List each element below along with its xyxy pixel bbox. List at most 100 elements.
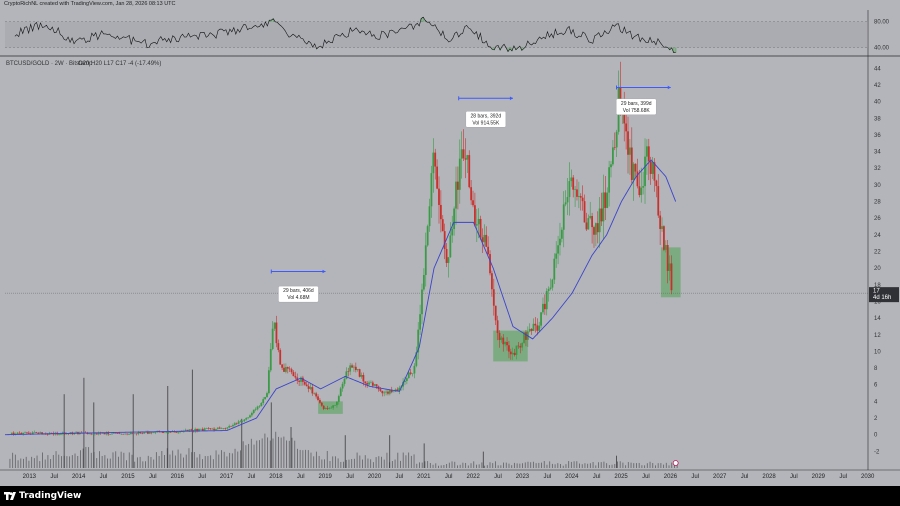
candle-body xyxy=(647,146,650,162)
chart-canvas[interactable]: 80.00 40.00 BTCUSD/GOLD · 2W · BitstampO20… xyxy=(0,0,900,486)
candle-body xyxy=(126,433,129,435)
candle-body xyxy=(451,229,454,236)
candle-body xyxy=(147,431,149,434)
candle-body xyxy=(375,384,378,387)
candle-body xyxy=(256,406,259,410)
candle-body xyxy=(553,258,556,280)
y-tick-label: 30 xyxy=(874,183,881,189)
candle-body xyxy=(428,206,431,227)
candle-body xyxy=(455,181,457,209)
candle-body xyxy=(254,409,257,410)
y-tick-label: 2 xyxy=(874,416,878,422)
candle-body xyxy=(317,396,319,400)
candle-body xyxy=(90,433,93,435)
candle-body xyxy=(284,367,287,372)
current-price-countdown: 4d 16h xyxy=(873,295,891,301)
x-tick-label: 2021 xyxy=(417,474,431,480)
candle-body xyxy=(576,189,578,197)
candle-body xyxy=(610,164,612,168)
candle-body xyxy=(519,346,522,348)
x-tick-label: Jul xyxy=(642,474,650,480)
candle-body xyxy=(266,393,268,398)
candle-body xyxy=(436,166,439,189)
candle-body xyxy=(543,303,546,310)
candle-body xyxy=(349,365,352,372)
y-tick-label: 44 xyxy=(874,66,881,72)
candle-body xyxy=(154,432,157,433)
y-tick-label: 0 xyxy=(874,433,878,439)
y-tick-label: 34 xyxy=(874,150,881,156)
measure-label-box xyxy=(278,285,319,303)
tradingview-logo[interactable]: TradingView xyxy=(4,490,81,502)
candle-body xyxy=(511,352,514,355)
x-tick-label: Jul xyxy=(691,474,699,480)
candle-body xyxy=(16,432,19,435)
y-tick-label: 38 xyxy=(874,116,881,122)
candle-body xyxy=(116,433,119,434)
candle-body xyxy=(307,386,310,389)
y-tick-label: 20 xyxy=(874,266,881,272)
candle-body xyxy=(613,147,616,149)
candle-body xyxy=(668,263,671,271)
candle-body xyxy=(470,187,473,201)
candle-body xyxy=(491,273,493,290)
x-tick-label: 2017 xyxy=(220,474,234,480)
candle-body xyxy=(485,234,488,247)
x-tick-label: 2015 xyxy=(121,474,135,480)
x-tick-label: 2014 xyxy=(72,474,86,480)
candle-body xyxy=(50,432,53,434)
candle-body xyxy=(319,399,321,403)
candle-body xyxy=(339,388,342,397)
candle-body xyxy=(216,427,219,429)
y-tick-label: 22 xyxy=(874,250,881,256)
candle-body xyxy=(474,205,476,226)
candle-body xyxy=(392,391,395,393)
candle-body xyxy=(387,391,389,394)
y-tick-label: 8 xyxy=(874,366,878,372)
candle-body xyxy=(464,158,467,160)
x-tick-label: 2028 xyxy=(762,474,776,480)
measure-label-text: 29 bars, 406d xyxy=(283,288,314,294)
candle-body xyxy=(269,349,272,371)
candle-body xyxy=(540,312,542,326)
candle-body xyxy=(356,369,359,371)
candle-body xyxy=(190,429,193,431)
candle-body xyxy=(498,332,501,340)
candle-body xyxy=(211,428,214,430)
candle-body xyxy=(439,204,442,220)
candle-body xyxy=(220,428,223,430)
candle-body xyxy=(564,202,567,205)
candle-body xyxy=(379,389,382,391)
candle-body xyxy=(152,432,155,434)
x-tick-label: 2026 xyxy=(664,474,678,480)
candle-body xyxy=(264,397,267,400)
candle-body xyxy=(625,123,628,132)
candle-body xyxy=(201,428,204,431)
x-tick-label: Jul xyxy=(149,474,157,480)
candle-body xyxy=(472,200,474,206)
candle-body xyxy=(95,433,98,435)
candle-body xyxy=(632,163,635,181)
x-tick-label: Jul xyxy=(297,474,305,480)
footer-bar: TradingView xyxy=(0,486,900,506)
candle-body xyxy=(345,371,348,379)
candle-body xyxy=(475,224,478,226)
x-tick-label: Jul xyxy=(198,474,206,480)
candle-body xyxy=(122,433,125,435)
candle-body xyxy=(405,378,408,381)
chart-ohlc-readout: O20 H20 L17 C17 -4 (-17.49%) xyxy=(78,61,161,67)
candle-body xyxy=(58,434,60,435)
candle-body xyxy=(487,246,490,255)
candle-body xyxy=(311,387,314,394)
candle-body xyxy=(638,186,641,196)
oscillator-line xyxy=(14,16,676,54)
y-tick-label: -2 xyxy=(874,449,880,455)
candle-body xyxy=(199,428,202,430)
candle-body xyxy=(572,177,575,190)
candle-body xyxy=(128,434,130,435)
x-tick-label: 2030 xyxy=(861,474,875,480)
candle-body xyxy=(315,393,318,397)
candle-body xyxy=(103,432,106,435)
x-tick-label: Jul xyxy=(396,474,404,480)
candle-body xyxy=(353,366,355,368)
